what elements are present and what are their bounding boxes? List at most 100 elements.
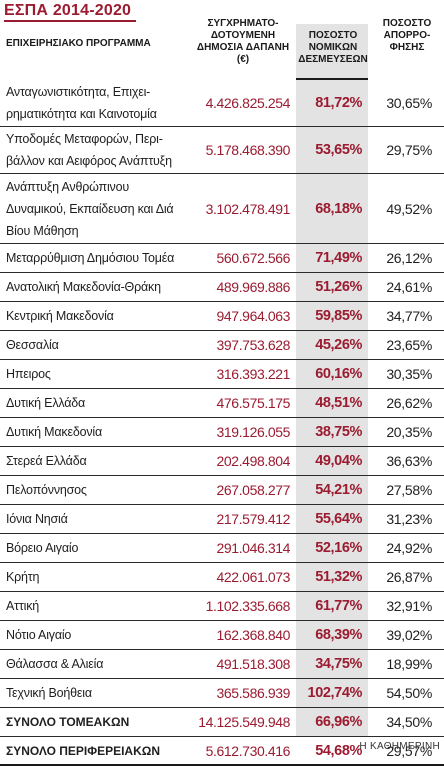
absorption-value: 34,77% xyxy=(386,308,432,324)
absorption-value: 30,65% xyxy=(386,95,432,111)
public-spending-value: 5.178.468.390 xyxy=(205,142,291,158)
absorption-value: 23,65% xyxy=(386,337,432,353)
public-spending-value: 291.046.314 xyxy=(216,540,291,556)
absorption-value: 26,12% xyxy=(386,250,432,266)
program-name: Τεχνική Βοήθεια xyxy=(6,686,92,700)
public-spending-value: 316.393.221 xyxy=(216,366,291,382)
legal-commitments-value: 55,64% xyxy=(315,511,362,527)
total-label: ΣΥΝΟΛΟ ΤΟΜΕΑΚΩΝ xyxy=(6,715,130,729)
absorption-value: 29,75% xyxy=(386,142,432,158)
legal-commitments-value: 71,49% xyxy=(315,250,362,266)
table-row: Αττική 1.102.335.668 61,77% 32,91% xyxy=(0,592,444,621)
public-spending-value: 365.586.939 xyxy=(216,685,291,701)
legal-commitments-value: 34,75% xyxy=(315,656,362,672)
table-row: Ιόνια Νησιά 217.579.412 55,64% 31,23% xyxy=(0,505,444,534)
absorption-value: 54,50% xyxy=(386,685,432,701)
legal-commitments-value: 102,74% xyxy=(307,685,363,701)
table-row: Νότιο Αιγαίο 162.368.840 68,39% 39,02% xyxy=(0,621,444,650)
public-spending-value: 3.102.478.491 xyxy=(205,200,291,217)
legal-commitments-value: 45,26% xyxy=(315,337,362,353)
legal-commitments-value: 51,26% xyxy=(315,279,362,295)
absorption-value: 24,61% xyxy=(386,279,432,295)
total-spending-value: 14.125.549.948 xyxy=(198,714,290,730)
table-row: Ηπειρος 316.393.221 60,16% 30,35% xyxy=(0,360,444,389)
program-name: Δυτική Ελλάδα xyxy=(6,396,86,410)
table-row: Θάλασσα & Αλιεία 491.518.308 34,75% 18,9… xyxy=(0,650,444,679)
program-name: Στερεά Ελλάδα xyxy=(6,454,87,468)
public-spending-value: 397.753.628 xyxy=(216,337,291,353)
public-spending-value: 217.579.412 xyxy=(216,511,291,527)
public-spending-value: 319.126.055 xyxy=(216,424,291,440)
public-spending-value: 162.368.840 xyxy=(216,627,291,643)
program-name: Βόρειο Αιγαίο xyxy=(6,541,79,555)
absorption-value: 31,23% xyxy=(386,511,432,527)
absorption-value: 18,99% xyxy=(386,656,432,672)
program-name: Ανατολική Μακεδονία-Θράκη xyxy=(6,280,161,294)
public-spending-value: 4.426.825.254 xyxy=(205,95,291,111)
legal-commitments-column-highlight xyxy=(296,24,368,736)
table-row: Δυτική Μακεδονία 319.126.055 38,75% 20,3… xyxy=(0,418,444,447)
header-legal-commitments: ΠΟΣΟΣΤΟ ΝΟΜΙΚΩΝ ΔΕΣΜΕΥΣΕΩΝ xyxy=(298,30,368,65)
program-name: Κρήτη xyxy=(6,570,40,584)
table-row: Υποδομές Μεταφορών, Περι-βάλλον και Αειφ… xyxy=(0,127,444,174)
header-program: ΕΠΙΧΕΙΡΗΣΙΑΚΟ ΠΡΟΓΡΑΜΜΑ xyxy=(6,38,151,49)
table-row: Βόρειο Αιγαίο 291.046.314 52,16% 24,92% xyxy=(0,534,444,563)
legal-commitments-value: 81,72% xyxy=(315,95,362,111)
header-absorption: ΠΟΣΟΣΤΟ ΑΠΟΡΡΟ-ΦΗΣΗΣ xyxy=(382,18,432,53)
legal-commitments-value: 38,75% xyxy=(315,424,362,440)
table-row: Κρήτη 422.061.073 51,32% 26,87% xyxy=(0,563,444,592)
table-row: Μεταρρύθμιση Δημόσιου Τομέα 560.672.566 … xyxy=(0,244,444,273)
public-spending-value: 489.969.886 xyxy=(216,279,291,295)
table-row: Δυτική Ελλάδα 476.575.175 48,51% 26,62% xyxy=(0,389,444,418)
program-name: Υποδομές Μεταφορών, Περι-βάλλον και Αειφ… xyxy=(6,132,172,168)
header-divider xyxy=(296,78,368,80)
legal-commitments-value: 48,51% xyxy=(315,395,362,411)
public-spending-value: 947.964.063 xyxy=(216,308,291,324)
total-label: ΣΥΝΟΛΟ ΠΕΡΙΦΕΡΕΙΑΚΩΝ xyxy=(6,743,161,758)
legal-commitments-value: 59,85% xyxy=(315,308,362,324)
public-spending-value: 202.498.804 xyxy=(216,453,291,469)
program-name: Ανάπτυξη Ανθρώπινου Δυναμικού, Εκπαίδευσ… xyxy=(6,179,174,238)
title-underline xyxy=(4,20,136,22)
legal-commitments-value: 53,65% xyxy=(315,142,362,158)
program-name: Πελοπόννησος xyxy=(6,483,87,497)
program-name: Ανταγωνιστικότητα, Επιχει-ρηματικότητα κ… xyxy=(6,85,157,121)
total-legal-commitments-value: 54,68% xyxy=(315,742,362,759)
total-row-sectoral: ΣΥΝΟΛΟ ΤΟΜΕΑΚΩΝ 14.125.549.948 66,96% 34… xyxy=(0,708,444,737)
table-row: Ανταγωνιστικότητα, Επιχει-ρηματικότητα κ… xyxy=(0,80,444,127)
table-row: Κεντρική Μακεδονία 947.964.063 59,85% 34… xyxy=(0,302,444,331)
absorption-value: 26,62% xyxy=(386,395,432,411)
table-row: Θεσσαλία 397.753.628 45,26% 23,65% xyxy=(0,331,444,360)
table-row: Πελοπόννησος 267.058.277 54,21% 27,58% xyxy=(0,476,444,505)
absorption-value: 49,52% xyxy=(386,200,432,217)
program-name: Θεσσαλία xyxy=(6,338,59,352)
table-row: Τεχνική Βοήθεια 365.586.939 102,74% 54,5… xyxy=(0,679,444,708)
absorption-value: 39,02% xyxy=(386,627,432,643)
program-name: Δυτική Μακεδονία xyxy=(6,425,103,439)
total-absorption-value: 34,50% xyxy=(386,714,432,730)
absorption-value: 26,87% xyxy=(386,569,432,585)
program-name: Μεταρρύθμιση Δημόσιου Τομέα xyxy=(6,251,175,265)
header-spending: ΣΥΓΧΡΗΜΑΤΟ-ΔΟΤΟΥΜΕΝΗ ΔΗΜΟΣΙΑ ΔΑΠΑΝΗ (€) xyxy=(196,18,290,65)
total-spending-value: 5.612.730.416 xyxy=(205,742,291,759)
table-row: Στερεά Ελλάδα 202.498.804 49,04% 36,63% xyxy=(0,447,444,476)
public-spending-value: 1.102.335.668 xyxy=(205,598,291,614)
legal-commitments-value: 51,32% xyxy=(315,569,362,585)
absorption-value: 32,91% xyxy=(386,598,432,614)
program-name: Θάλασσα & Αλιεία xyxy=(6,657,104,671)
title-text: ΕΣΠΑ 2014-2020 xyxy=(4,2,132,19)
program-name: Ηπειρος xyxy=(6,367,51,381)
data-table: Ανταγωνιστικότητα, Επιχει-ρηματικότητα κ… xyxy=(0,80,444,766)
table-row: Ανάπτυξη Ανθρώπινου Δυναμικού, Εκπαίδευσ… xyxy=(0,174,444,244)
total-absorption-value: 29,57% xyxy=(386,742,432,759)
program-name: Νότιο Αιγαίο xyxy=(6,628,72,642)
public-spending-value: 491.518.308 xyxy=(216,656,291,672)
absorption-value: 30,35% xyxy=(386,366,432,382)
absorption-value: 24,92% xyxy=(386,540,432,556)
legal-commitments-value: 68,39% xyxy=(315,627,362,643)
public-spending-value: 267.058.277 xyxy=(216,482,291,498)
legal-commitments-value: 68,18% xyxy=(315,200,362,217)
absorption-value: 36,63% xyxy=(386,453,432,469)
absorption-value: 27,58% xyxy=(386,482,432,498)
public-spending-value: 560.672.566 xyxy=(216,250,291,266)
